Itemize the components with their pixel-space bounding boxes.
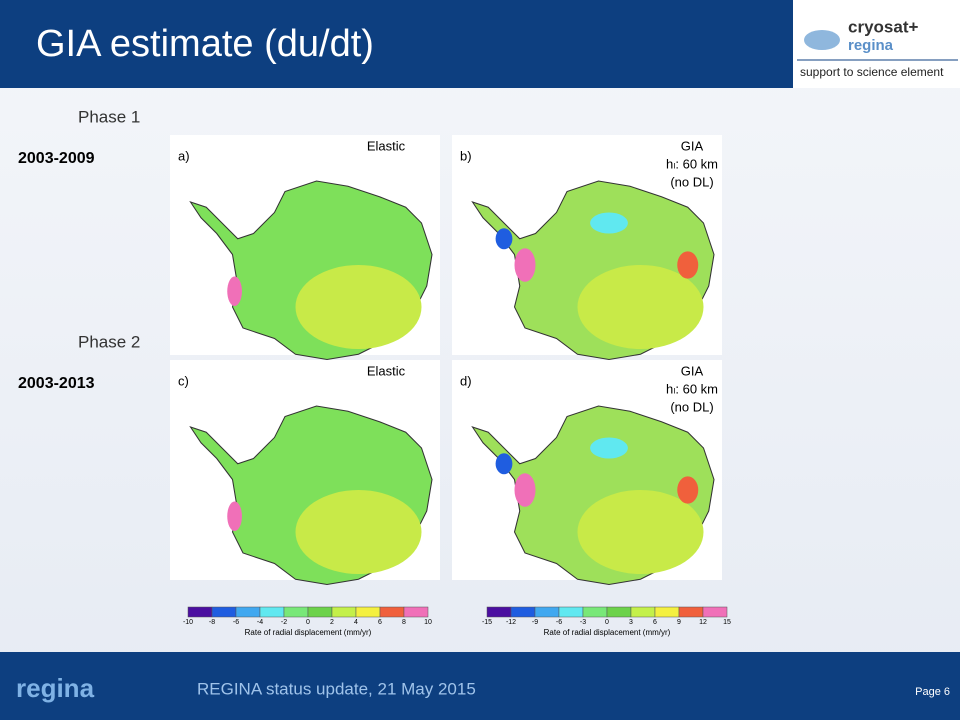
colorbar-segment bbox=[379, 606, 405, 618]
panel-note: (no DL) bbox=[670, 174, 713, 189]
anomaly bbox=[227, 276, 242, 306]
panel-note: Elastic bbox=[367, 138, 406, 153]
region bbox=[295, 490, 422, 574]
region bbox=[295, 265, 422, 349]
colorbar-tick: -3 bbox=[580, 619, 586, 626]
colorbar-tick: 9 bbox=[677, 619, 681, 626]
colorbar-tick: 10 bbox=[424, 619, 432, 626]
colorbar-tick: 4 bbox=[354, 619, 358, 626]
colorbar-segment bbox=[654, 606, 680, 618]
colorbar-segment bbox=[331, 606, 357, 618]
footer-brand: regina bbox=[16, 673, 95, 703]
panel-letter: b) bbox=[460, 148, 472, 163]
logo-sub: regina bbox=[848, 37, 894, 54]
colorbar-segment bbox=[283, 606, 309, 618]
colorbar-segment bbox=[606, 606, 632, 618]
panel-letter: c) bbox=[178, 373, 189, 388]
anomaly bbox=[514, 473, 536, 507]
logo-icon bbox=[804, 30, 840, 50]
colorbar-segment bbox=[307, 606, 333, 618]
colorbar-tick: -6 bbox=[556, 619, 562, 626]
panel-note: hₗ: 60 km bbox=[666, 381, 718, 396]
colorbar-segment bbox=[211, 606, 237, 618]
colorbar-tick: 8 bbox=[402, 619, 406, 626]
colorbar-segment bbox=[510, 606, 536, 618]
phase-label: Phase 2 bbox=[78, 332, 140, 351]
colorbar-tick: -8 bbox=[209, 619, 215, 626]
region bbox=[577, 490, 704, 574]
period: 2003-2013 bbox=[18, 375, 95, 392]
panel-note: Elastic bbox=[367, 363, 406, 378]
phase-label: Phase 1 bbox=[78, 107, 140, 126]
footer-bar bbox=[0, 652, 960, 720]
map-panel: a) Elastic bbox=[170, 135, 440, 361]
colorbar-segment bbox=[187, 606, 213, 618]
map bbox=[471, 180, 715, 361]
panel-note: GIA bbox=[681, 363, 704, 378]
colorbar-segment bbox=[582, 606, 608, 618]
logo-tagline: support to science element bbox=[800, 65, 944, 79]
panel-letter: a) bbox=[178, 148, 190, 163]
colorbar-tick: 0 bbox=[306, 619, 310, 626]
colorbar-segment bbox=[235, 606, 261, 618]
colorbar-label: Rate of radial displacement (mm/yr) bbox=[544, 628, 671, 637]
colorbar-segment bbox=[403, 606, 429, 618]
colorbar-tick: -2 bbox=[281, 619, 287, 626]
colorbar-segment bbox=[558, 606, 584, 618]
content: Phase 1 2003-2009 a) Elastic b) GIA hₗ: 60 km (… bbox=[18, 107, 731, 637]
footer-text: REGINA status update, 21 May 2015 bbox=[197, 679, 476, 698]
colorbar-tick: -12 bbox=[506, 619, 516, 626]
colorbar-tick: 6 bbox=[378, 619, 382, 626]
colorbar-tick: -15 bbox=[482, 619, 492, 626]
map-panel: b) GIA hₗ: 60 km (no DL) bbox=[452, 135, 722, 361]
panel-note: GIA bbox=[681, 138, 704, 153]
region bbox=[577, 265, 704, 349]
anomaly bbox=[227, 501, 242, 531]
map-panel: c) Elastic bbox=[170, 360, 440, 586]
header-bar bbox=[0, 0, 793, 88]
page-number: Page 6 bbox=[915, 686, 950, 698]
map-panel: d) GIA hₗ: 60 km (no DL) bbox=[452, 360, 722, 586]
colorbar-tick: 12 bbox=[699, 619, 707, 626]
colorbar-segment bbox=[678, 606, 704, 618]
anomaly bbox=[590, 212, 628, 234]
colorbar-segment bbox=[486, 606, 512, 618]
colorbar-tick: -6 bbox=[233, 619, 239, 626]
colorbar-tick: 3 bbox=[629, 619, 633, 626]
map bbox=[471, 405, 715, 586]
anomaly bbox=[495, 453, 513, 475]
colorbar-tick: -4 bbox=[257, 619, 263, 626]
anomaly bbox=[677, 476, 699, 504]
anomaly bbox=[677, 251, 699, 279]
colorbar-tick: -9 bbox=[532, 619, 538, 626]
colorbar-segment bbox=[702, 606, 728, 618]
map bbox=[189, 405, 433, 586]
logo-name: cryosat+ bbox=[848, 17, 918, 36]
colorbar-tick: 0 bbox=[605, 619, 609, 626]
anomaly bbox=[495, 228, 513, 250]
period: 2003-2009 bbox=[18, 150, 95, 167]
colorbar-segment bbox=[355, 606, 381, 618]
anomaly bbox=[590, 437, 628, 459]
colorbar-segment bbox=[534, 606, 560, 618]
colorbar-tick: 2 bbox=[330, 619, 334, 626]
colorbar-segment bbox=[630, 606, 656, 618]
panel-letter: d) bbox=[460, 373, 472, 388]
panel-note: (no DL) bbox=[670, 399, 713, 414]
panel-note: hₗ: 60 km bbox=[666, 156, 718, 171]
colorbar-tick: -10 bbox=[183, 619, 193, 626]
colorbar-label: Rate of radial displacement (mm/yr) bbox=[245, 628, 372, 637]
colorbar-tick: 6 bbox=[653, 619, 657, 626]
colorbar-segment bbox=[259, 606, 285, 618]
title: GIA estimate (du/dt) bbox=[36, 23, 374, 65]
map bbox=[189, 180, 433, 361]
anomaly bbox=[514, 248, 536, 282]
colorbar-tick: 15 bbox=[723, 619, 731, 626]
